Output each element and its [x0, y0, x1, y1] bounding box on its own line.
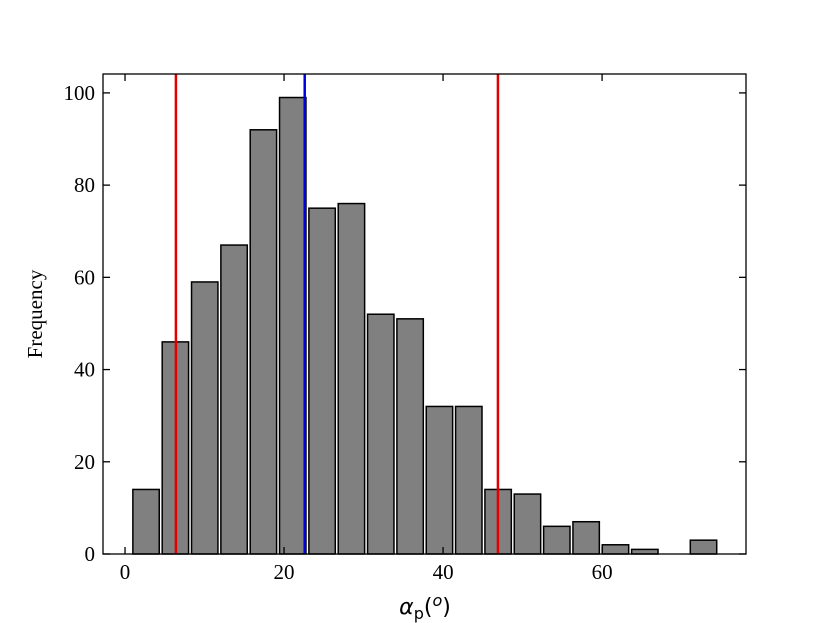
y-tick-label: 20 [74, 450, 95, 474]
x-tick-label: 60 [592, 560, 613, 584]
y-tick-label: 100 [64, 81, 96, 105]
x-tick-label: 40 [433, 560, 454, 584]
bar [220, 244, 249, 555]
y-tick-label: 80 [74, 173, 95, 197]
bar [337, 202, 366, 555]
bar [630, 548, 659, 555]
bar [689, 539, 718, 555]
y-tick-label: 0 [85, 542, 96, 566]
bar [132, 488, 161, 555]
plot-frame [102, 73, 747, 555]
bar [190, 281, 219, 555]
bar [542, 525, 571, 555]
bar [454, 405, 483, 555]
bar [366, 313, 395, 555]
x-axis-label: αp(o) [399, 591, 451, 623]
bar [601, 544, 630, 555]
x-tick-label: 0 [120, 560, 131, 584]
x-tick-label: 20 [274, 560, 295, 584]
bar [513, 493, 542, 555]
y-tick-label: 60 [74, 265, 95, 289]
y-axis-label: Frequency [23, 269, 47, 358]
bar [425, 405, 454, 555]
bar [396, 318, 425, 555]
bar [278, 96, 307, 555]
bar [308, 207, 337, 555]
bar [572, 520, 601, 555]
bar [249, 129, 278, 555]
y-tick-label: 40 [74, 358, 95, 382]
